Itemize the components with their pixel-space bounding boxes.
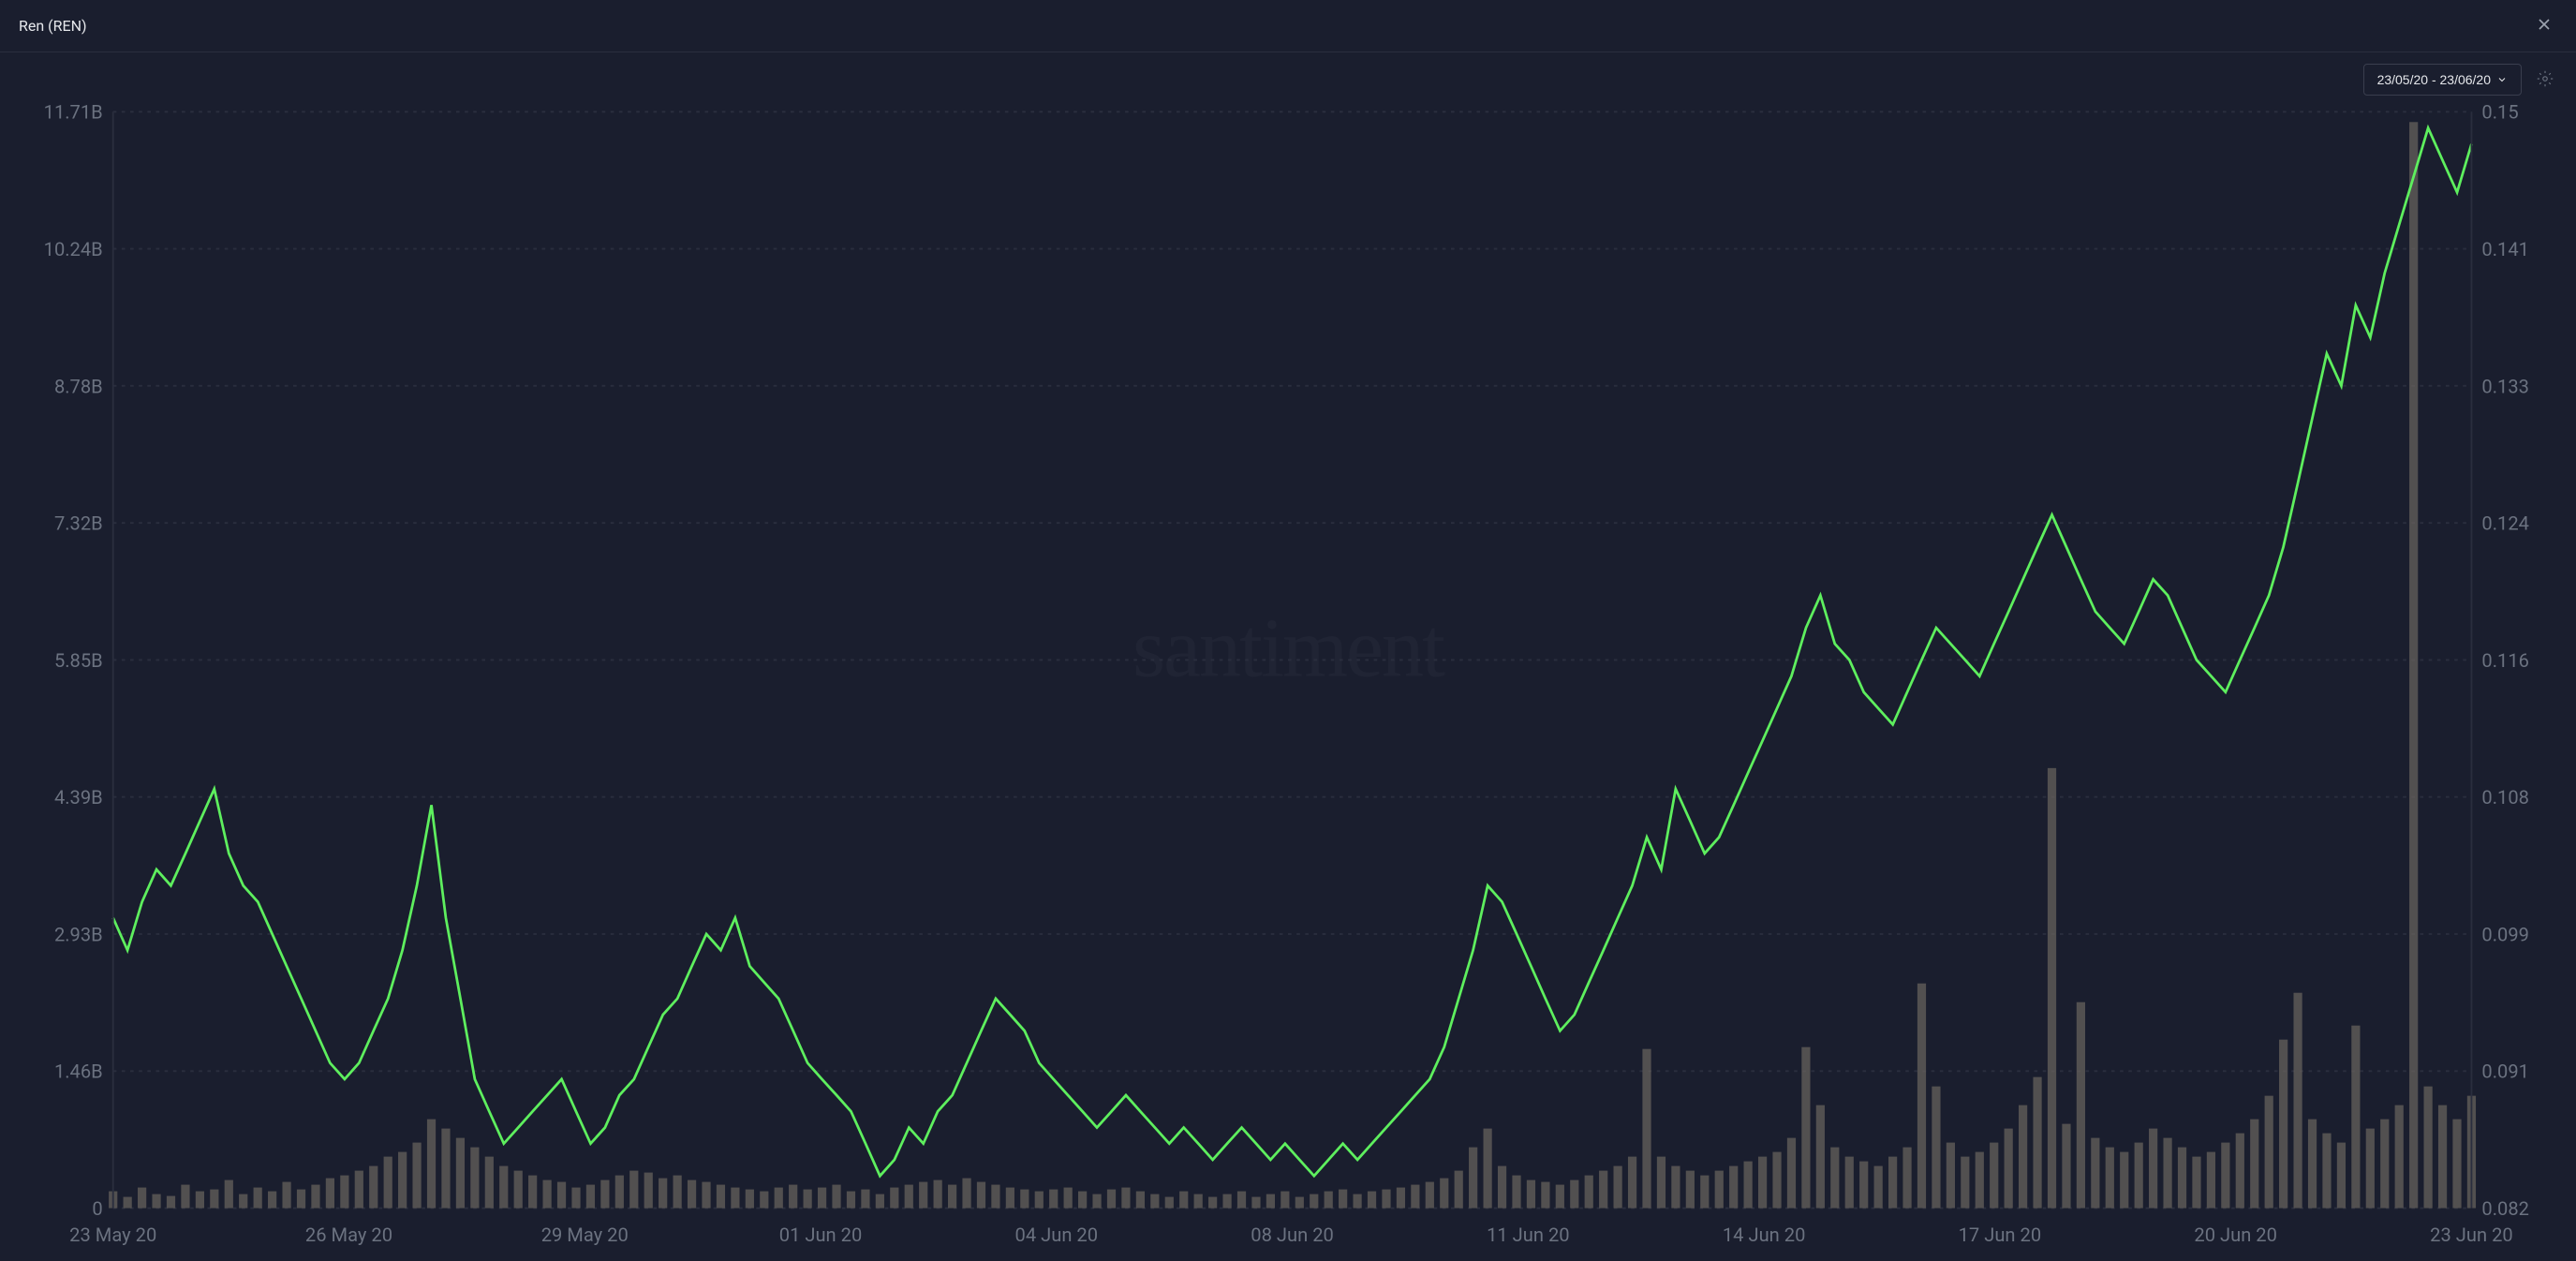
svg-text:0: 0	[92, 1197, 102, 1220]
svg-text:14 Jun 20: 14 Jun 20	[1723, 1224, 1806, 1246]
price-volume-chart[interactable]: 0 0.082 1.46B 0.091 2.93B 0.099 4.39B 0.108 5.85…	[19, 103, 2557, 1252]
svg-text:04 Jun 20: 04 Jun 20	[1015, 1224, 1099, 1246]
svg-text:0.108: 0.108	[2481, 786, 2529, 809]
svg-text:17 Jun 20: 17 Jun 20	[1959, 1224, 2042, 1246]
svg-text:5.85B: 5.85B	[54, 649, 103, 672]
chart-container: santiment 00.0821.46B0.0912.93B0.0994.39…	[19, 103, 2557, 1252]
svg-text:11.71B: 11.71B	[44, 103, 103, 124]
close-button[interactable]	[2531, 11, 2557, 40]
date-range-picker[interactable]: 23/05/20 - 23/06/20	[2363, 64, 2522, 96]
svg-text:0.124: 0.124	[2481, 512, 2529, 534]
svg-text:0.082: 0.082	[2481, 1197, 2529, 1220]
svg-text:0.141: 0.141	[2481, 238, 2529, 260]
close-icon	[2535, 15, 2554, 34]
header: Ren (REN)	[0, 0, 2576, 52]
svg-text:0.099: 0.099	[2481, 923, 2529, 945]
svg-text:26 May 20: 26 May 20	[305, 1224, 392, 1246]
svg-text:8.78B: 8.78B	[54, 375, 103, 397]
svg-text:2.93B: 2.93B	[54, 923, 103, 945]
controls-row: 23/05/20 - 23/06/20	[0, 52, 2576, 103]
chevron-down-icon	[2496, 74, 2508, 85]
settings-button[interactable]	[2533, 67, 2557, 94]
svg-text:23 Jun 20: 23 Jun 20	[2430, 1224, 2513, 1246]
svg-text:0.133: 0.133	[2481, 375, 2529, 397]
svg-text:01 Jun 20: 01 Jun 20	[779, 1224, 863, 1246]
svg-text:29 May 20: 29 May 20	[541, 1224, 629, 1246]
svg-text:20 Jun 20: 20 Jun 20	[2194, 1224, 2277, 1246]
gear-icon	[2537, 70, 2554, 87]
svg-text:10.24B: 10.24B	[44, 238, 103, 260]
date-range-label: 23/05/20 - 23/06/20	[2377, 72, 2491, 87]
svg-text:4.39B: 4.39B	[54, 786, 103, 809]
svg-text:08 Jun 20: 08 Jun 20	[1251, 1224, 1334, 1246]
svg-text:1.46B: 1.46B	[54, 1061, 103, 1083]
svg-text:0.091: 0.091	[2481, 1061, 2529, 1083]
svg-text:11 Jun 20: 11 Jun 20	[1487, 1224, 1570, 1246]
svg-text:0.15: 0.15	[2481, 103, 2518, 124]
svg-text:7.32B: 7.32B	[54, 512, 103, 534]
svg-text:23 May 20: 23 May 20	[69, 1224, 156, 1246]
page-title: Ren (REN)	[19, 17, 87, 35]
svg-text:0.116: 0.116	[2481, 649, 2529, 672]
